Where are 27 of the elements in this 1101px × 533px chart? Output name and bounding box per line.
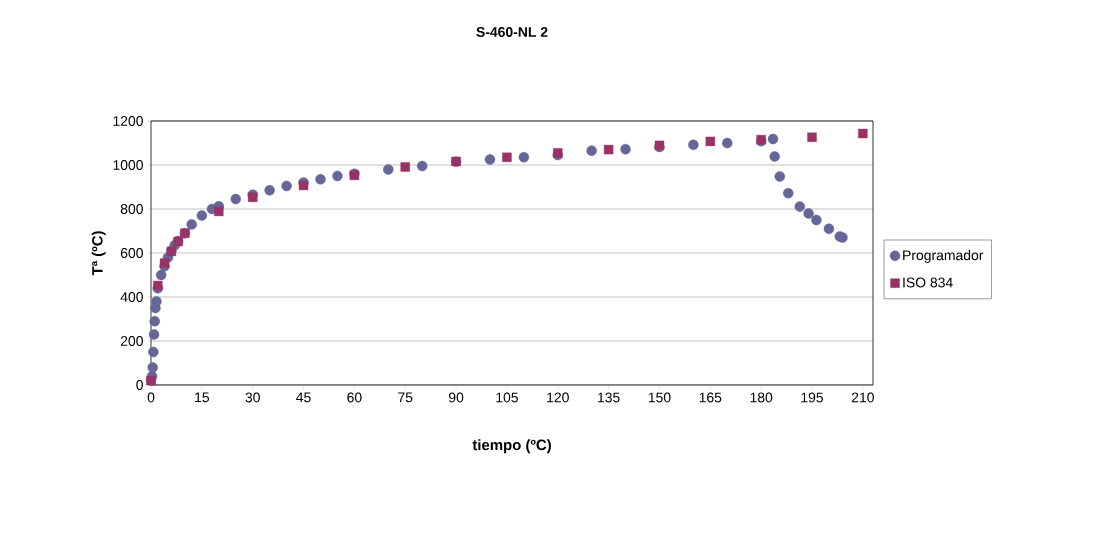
legend-label: ISO 834 [903, 277, 953, 288]
x-tick-label: 120 [547, 392, 569, 403]
x-tick-label: 60 [347, 392, 362, 403]
x-tick-label: 30 [245, 392, 260, 403]
y-tick-label: 400 [120, 292, 143, 302]
y-tick-label: 600 [120, 248, 143, 258]
x-tick-label: 180 [750, 392, 773, 403]
x-tick-label: 105 [496, 392, 518, 403]
x-tick-label: 165 [699, 392, 722, 403]
x-tick-label: 150 [648, 392, 671, 403]
x-tick-label: 15 [195, 392, 210, 403]
x-tick-label: 210 [851, 392, 874, 403]
chart-title: S-460-NL 2 [476, 27, 548, 37]
x-tick-label: 0 [147, 392, 155, 403]
y-tick-label: 800 [120, 204, 143, 214]
y-tick-label: 1000 [113, 160, 143, 170]
x-tick-label: 195 [801, 392, 824, 403]
x-tick-label: 75 [398, 392, 413, 403]
legend-label: Programador [903, 249, 984, 263]
x-tick-label: 90 [448, 392, 464, 403]
x-axis-title: tiempo (ºC) [472, 439, 551, 454]
x-tick-label: 135 [598, 392, 620, 403]
y-tick-label: 0 [136, 380, 143, 390]
y-tick-label: 1200 [113, 116, 143, 126]
x-tick-label: 45 [296, 392, 311, 403]
y-tick-label: 200 [120, 336, 143, 346]
y-axis-title: Tª (ºC) [91, 231, 106, 276]
